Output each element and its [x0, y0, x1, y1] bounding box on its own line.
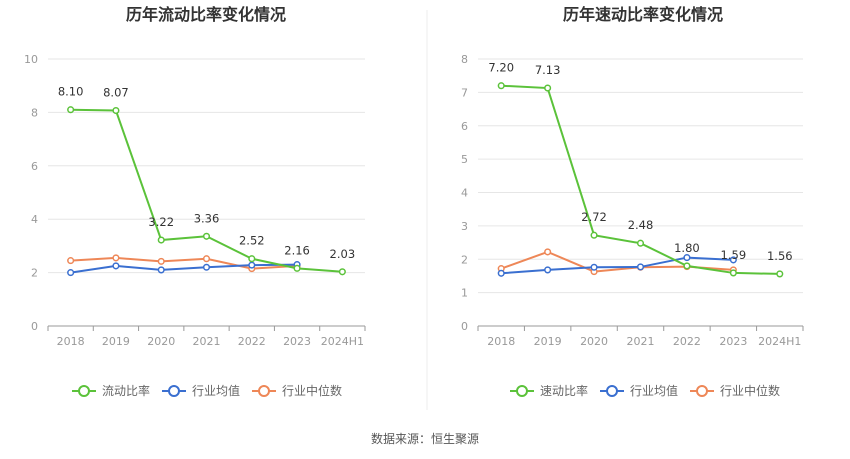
- x-tick-label: 2024H1: [321, 335, 364, 348]
- data-label: 2.16: [284, 243, 310, 257]
- y-tick-label: 2: [461, 253, 468, 266]
- data-label: 3.22: [148, 215, 174, 229]
- y-tick-label: 3: [461, 220, 468, 233]
- x-tick-label: 2023: [283, 335, 311, 348]
- quick-ratio-chart: 历年速动比率变化情况 0 1 2 3 4 5 6 7 8 2018 2019 2020 2021 2022 2…: [461, 5, 804, 398]
- data-point: [67, 106, 75, 114]
- data-point: [729, 256, 737, 264]
- data-label: 2.48: [628, 218, 654, 232]
- y-tick-label: 0: [461, 320, 468, 333]
- data-label: 8.10: [58, 85, 84, 99]
- legend-marker: [696, 385, 708, 397]
- x-tick-label: 2019: [102, 335, 130, 348]
- data-point: [67, 269, 75, 277]
- y-tick-label: 8: [31, 106, 38, 119]
- data-point: [544, 266, 552, 274]
- y-tick-label: 6: [31, 160, 38, 173]
- data-label: 1.59: [721, 248, 747, 262]
- data-point: [112, 106, 120, 115]
- data-point: [544, 248, 552, 256]
- data-point: [67, 257, 75, 265]
- x-tick-label: 2024H1: [758, 335, 801, 348]
- legend-marker: [258, 385, 270, 397]
- data-label: 3.36: [194, 211, 220, 225]
- y-tick-label: 6: [461, 120, 468, 133]
- data-point: [112, 254, 120, 262]
- data-point: [590, 263, 598, 271]
- x-tick-label: 2021: [193, 335, 221, 348]
- data-label: 1.80: [674, 241, 700, 255]
- data-point: [776, 270, 784, 278]
- x-tick-label: 2020: [147, 335, 175, 348]
- x-tick-label: 2020: [580, 335, 608, 348]
- x-tick-label: 2022: [673, 335, 701, 348]
- data-label: 8.07: [103, 86, 129, 100]
- x-tick-label: 2018: [487, 335, 515, 348]
- data-point: [248, 255, 256, 263]
- y-tick-label: 4: [31, 213, 38, 226]
- legend-marker: [516, 385, 528, 397]
- data-point: [544, 84, 552, 92]
- series-line-industry-mean: [70, 263, 298, 274]
- y-tick-label: 1: [461, 287, 468, 300]
- y-tick-label: 8: [461, 53, 468, 66]
- chart-title: 历年流动比率变化情况: [126, 5, 286, 24]
- data-label: 7.20: [488, 61, 514, 75]
- data-label: 1.56: [767, 249, 793, 263]
- legend-marker: [606, 385, 618, 397]
- x-tick-label: 2022: [238, 335, 266, 348]
- y-tick-label: 10: [24, 53, 38, 66]
- data-point: [636, 239, 645, 247]
- data-point: [202, 255, 211, 263]
- y-tick-label: 7: [461, 86, 468, 99]
- y-tick-label: 2: [31, 267, 38, 280]
- data-point: [338, 268, 346, 276]
- x-tick-label: 2023: [719, 335, 747, 348]
- x-tick-label: 2021: [627, 335, 655, 348]
- data-point: [157, 257, 165, 265]
- data-label: 2.72: [581, 210, 607, 224]
- data-point: [202, 263, 211, 271]
- y-tick-label: 4: [461, 187, 468, 200]
- data-point: [497, 269, 505, 277]
- series-line-industry-mean: [501, 256, 734, 275]
- data-point: [248, 261, 256, 269]
- data-point: [683, 262, 691, 270]
- data-point: [202, 232, 211, 240]
- chart-title: 历年速动比率变化情况: [563, 5, 723, 24]
- legend-label: 行业中位数: [720, 383, 780, 398]
- current-ratio-chart: 历年流动比率变化情况 0 2 4 6 8 10 2018 2019 2020 2021 2022 202…: [24, 5, 366, 398]
- data-label: 2.03: [330, 247, 356, 261]
- legend-label: 行业均值: [192, 383, 240, 398]
- data-point: [590, 231, 598, 239]
- data-point: [636, 263, 645, 271]
- legend-marker: [168, 385, 180, 397]
- y-tick-label: 0: [31, 320, 38, 333]
- legend-marker: [78, 385, 90, 397]
- data-point: [497, 82, 505, 90]
- data-point: [729, 269, 737, 277]
- data-point: [293, 264, 301, 272]
- data-source-note: 数据来源：恒生聚源: [370, 432, 479, 446]
- data-point: [683, 254, 691, 262]
- legend-label: 行业中位数: [282, 383, 342, 398]
- legend-label: 速动比率: [540, 383, 588, 398]
- y-tick-label: 5: [461, 153, 468, 166]
- data-point: [112, 262, 120, 270]
- x-tick-label: 2018: [57, 335, 85, 348]
- data-point: [157, 266, 165, 274]
- series-line-industry-median: [70, 256, 298, 270]
- legend-label: 行业均值: [630, 383, 678, 398]
- legend-label: 流动比率: [102, 383, 150, 398]
- data-point: [157, 236, 165, 244]
- data-label: 7.13: [535, 63, 561, 77]
- x-tick-label: 2019: [534, 335, 562, 348]
- data-label: 2.52: [239, 234, 265, 248]
